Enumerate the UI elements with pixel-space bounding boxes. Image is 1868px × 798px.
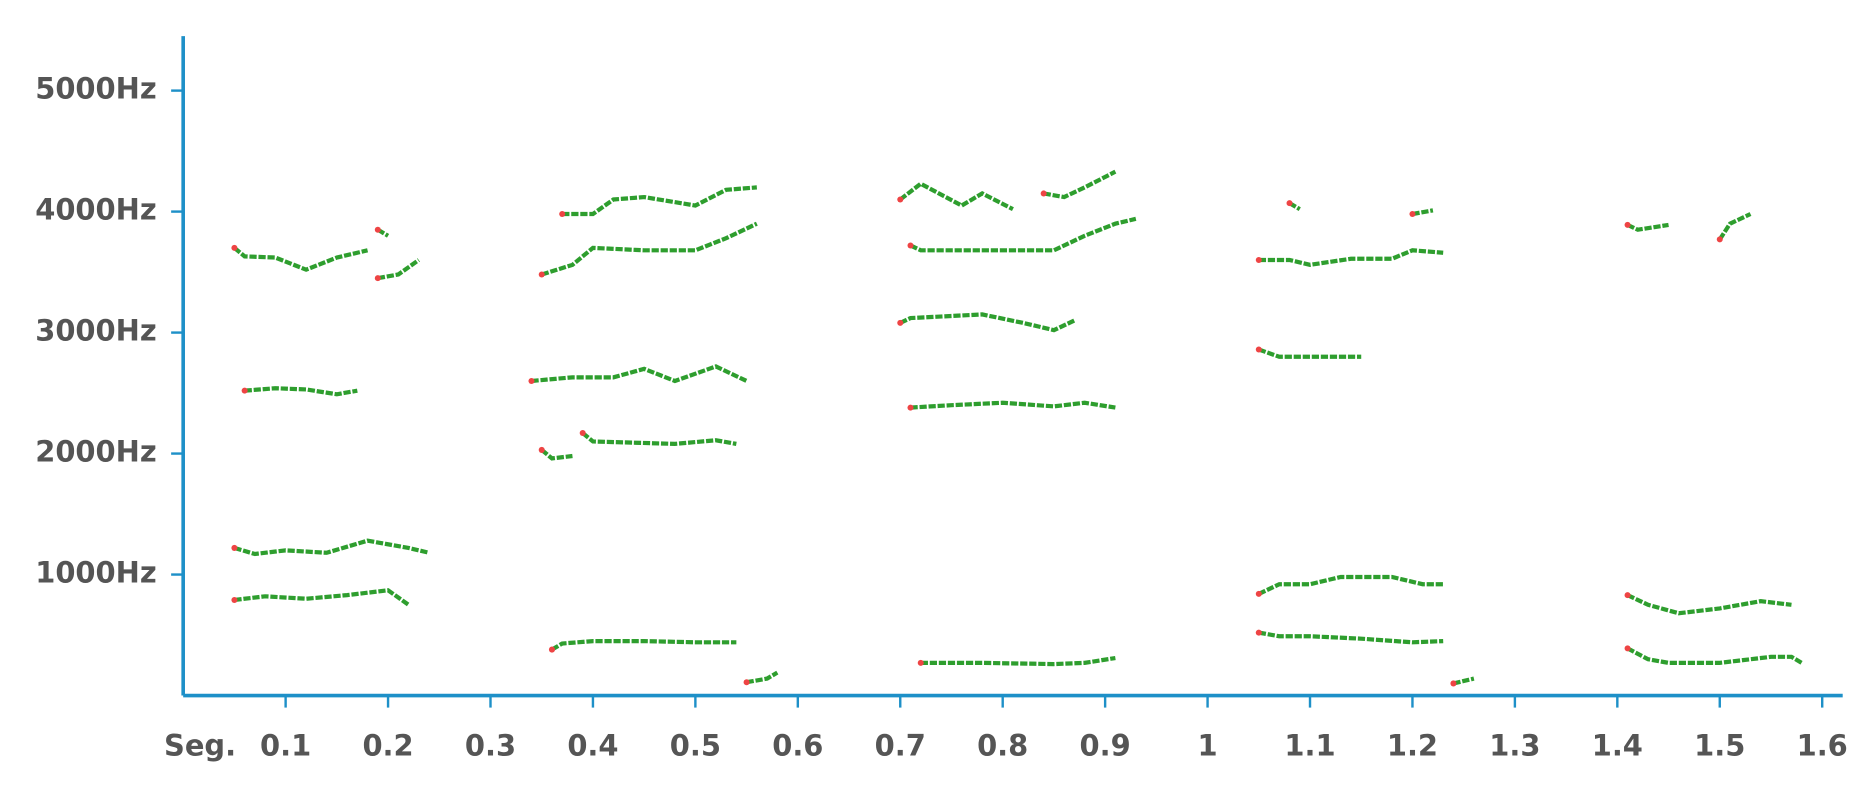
frequency-track [244,386,358,397]
track-start [559,210,566,218]
frequency-track [1043,169,1117,200]
track-start [231,544,238,551]
frequency-track [562,185,758,217]
frequency-track [1717,212,1752,241]
track-start [538,446,545,453]
track-start [907,242,914,249]
y-tick-label: 1000Hz [35,556,156,590]
x-tick-label: 1.6 [1797,728,1848,762]
frequency-track [234,588,410,607]
track-start [579,429,586,437]
x-tick-label: 0.6 [772,728,823,762]
x-tick-label: 1.3 [1489,728,1540,762]
frequency-track [233,538,430,557]
frequency-track [920,655,1116,667]
track-start [538,271,545,278]
frequency-track [540,448,573,461]
track-start [1624,645,1631,652]
y-tick-label: 4000Hz [35,193,156,227]
frequency-track [233,246,369,272]
frequency-track [531,364,748,384]
frequency-track [746,670,779,685]
frequency-track [1626,222,1669,232]
track-start [1255,590,1262,597]
frequency-track [1258,630,1444,645]
x-tick-label: 0.9 [1080,728,1131,762]
track-start [1716,236,1723,243]
x-tick-label: 1 [1198,728,1218,762]
frequency-track [899,312,1076,333]
y-tick-label: 2000Hz [35,435,156,469]
track-start [907,404,914,411]
frequency-track [910,400,1116,410]
track-start [897,196,904,203]
frequency-track [1258,347,1362,359]
frequency-track [1626,593,1792,616]
frequency-track [1257,574,1444,596]
track-start [528,377,535,384]
frequency-track [1452,676,1475,686]
frequency-track [377,258,421,281]
track-start [743,679,750,686]
frequency-track [550,638,737,652]
frequency-track [1626,646,1803,665]
x-tick-label: 0.7 [875,728,926,762]
frequency-track [581,431,737,446]
track-start [1450,680,1457,687]
frequency-track [909,216,1137,253]
x-tick-label: 1.4 [1592,728,1643,762]
track-start [241,387,248,394]
x-tick-label: 0.3 [465,728,516,762]
frequency-track [541,221,758,277]
x-tick-label: 0.4 [567,728,618,762]
track-start [1255,256,1262,264]
track-start [1624,221,1631,228]
x-tick-label: 0.5 [670,728,721,762]
track-start [1286,200,1293,207]
track-start [1255,629,1262,636]
x-tick-label: 1.5 [1694,728,1745,762]
x-tick-label: 1.2 [1387,728,1438,762]
x-tick-label: 0.8 [977,728,1028,762]
track-start [231,596,238,603]
track-start [374,226,381,233]
x-axis-label: Seg. [164,728,236,762]
track-start [374,275,381,282]
track-start [1624,592,1631,599]
track-start [897,319,904,326]
track-start [1409,210,1416,218]
x-tick-label: 0.2 [362,728,413,762]
track-start [917,659,924,666]
frequency-track [898,181,1014,212]
x-tick-label: 1.1 [1284,728,1335,762]
y-tick-label: 5000Hz [35,72,156,106]
frequency-track [1412,208,1434,217]
track-start [1040,190,1047,197]
x-tick-label: 0.1 [260,728,311,762]
frequency-track [1258,248,1444,267]
track-start [231,244,238,251]
track-start [548,646,555,653]
y-tick-label: 3000Hz [35,314,156,348]
track-start [1255,346,1262,353]
